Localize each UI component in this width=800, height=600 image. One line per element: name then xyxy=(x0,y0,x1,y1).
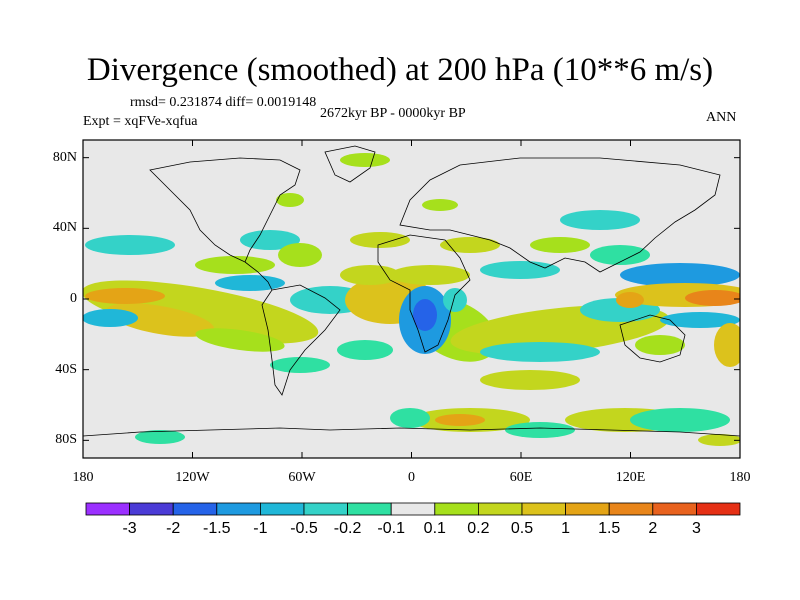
field-blob xyxy=(616,292,644,308)
field-blob xyxy=(422,199,458,211)
field-blob xyxy=(340,153,390,167)
lon-tick-label: 120E xyxy=(615,470,646,485)
stats-text: rmsd= 0.231874 diff= 0.0019148 xyxy=(130,95,317,110)
colorbar-swatch xyxy=(434,502,479,516)
colorbar-label: -0.5 xyxy=(290,520,318,537)
coast-north-america xyxy=(149,157,301,263)
experiment-text: Expt = xqFVe-xqfua xyxy=(83,114,198,129)
lon-tick-label: 0 xyxy=(408,470,415,485)
field-blob xyxy=(440,237,500,253)
colorbar-swatch xyxy=(347,502,392,516)
colorbar-label: -3 xyxy=(122,520,137,537)
colorbar-label: -0.1 xyxy=(377,520,405,537)
coast-central-america xyxy=(244,261,273,291)
field-blob xyxy=(660,312,740,328)
field-blob xyxy=(390,408,430,428)
colorbar-label: -0.2 xyxy=(333,520,362,537)
field-blob xyxy=(390,265,470,285)
colorbar-swatch xyxy=(521,502,566,516)
lon-tick-label: 60E xyxy=(509,470,533,485)
lat-tick-label: 0 xyxy=(70,291,77,306)
field-blob xyxy=(195,256,275,274)
period-text: 2672kyr BP - 0000kyr BP xyxy=(320,106,466,121)
colorbar-label: 3 xyxy=(691,520,701,537)
coast-greenland xyxy=(324,145,376,183)
field-blob xyxy=(635,335,685,355)
colorbar-swatch xyxy=(390,502,436,516)
colorbar-swatch xyxy=(303,502,348,516)
colorbar-label: 2 xyxy=(648,520,658,537)
field-blob xyxy=(337,340,393,360)
lon-tick-label: 180 xyxy=(72,470,94,485)
field-blob xyxy=(714,323,740,367)
field-blob xyxy=(698,434,740,446)
field-blob xyxy=(215,275,285,291)
field-blob xyxy=(590,245,650,265)
lat-tick-label: 80N xyxy=(52,149,77,165)
field-blob xyxy=(85,235,175,255)
coast-antarctica xyxy=(83,427,740,437)
field-blob xyxy=(278,243,322,267)
coast-australia xyxy=(619,314,686,363)
colorbar-swatch xyxy=(129,502,174,516)
colorbar-label: -1.5 xyxy=(203,520,231,537)
lat-tick-label: 40S xyxy=(55,361,77,377)
field-blob xyxy=(195,328,285,352)
field-blob xyxy=(435,414,485,426)
colorbar-swatch xyxy=(85,502,130,516)
field-blob xyxy=(530,237,590,253)
plot-title: Divergence (smoothed) at 200 hPa (10**6 … xyxy=(86,52,714,88)
lat-tick-label: 40N xyxy=(52,220,77,236)
field-blob xyxy=(560,210,640,230)
field-blob xyxy=(620,263,740,287)
coastlines xyxy=(83,145,740,437)
coast-eurasia xyxy=(399,157,721,273)
colorbar-label: -1 xyxy=(253,520,268,537)
field-blob xyxy=(240,230,300,250)
colorbar-swatch xyxy=(652,502,697,516)
field-blob xyxy=(135,430,185,444)
colorbar-swatch xyxy=(565,502,610,516)
colorbar-swatch xyxy=(259,502,305,516)
colorbar-label: 1 xyxy=(561,520,571,537)
map-panel xyxy=(82,139,741,459)
coast-africa xyxy=(377,234,471,353)
colorbar-swatch xyxy=(477,502,523,516)
colorbar-label: 0.2 xyxy=(467,520,490,537)
field-blob xyxy=(630,408,730,432)
colorbar-swatch xyxy=(172,502,218,516)
field-blob xyxy=(276,193,304,207)
map-ticks xyxy=(82,140,741,458)
colorbar-swatch xyxy=(608,502,654,516)
field-blob xyxy=(505,422,575,438)
colorbar-swatch xyxy=(216,502,261,516)
lon-tick-label: 180 xyxy=(729,470,751,485)
field-blob xyxy=(85,288,165,304)
field-blob xyxy=(443,288,467,312)
field-blob xyxy=(270,357,330,373)
field-blob xyxy=(83,309,138,327)
lon-tick-label: 60W xyxy=(288,470,316,485)
field-blob xyxy=(413,299,437,331)
field-blob xyxy=(685,290,740,306)
field-blob xyxy=(350,232,410,248)
colorbar-label: 1.5 xyxy=(598,520,621,537)
colorbar-label: 0.1 xyxy=(423,520,446,537)
field-blob xyxy=(480,261,560,279)
season-text: ANN xyxy=(706,110,737,125)
colorbar xyxy=(85,502,741,516)
lon-tick-label: 120W xyxy=(175,470,210,485)
colorbar-label: -2 xyxy=(166,520,181,537)
field-blob xyxy=(340,265,400,285)
lat-tick-label: 80S xyxy=(55,432,77,448)
field-blob xyxy=(480,370,580,390)
field-blob xyxy=(105,303,215,337)
field-blob xyxy=(480,342,600,362)
coast-south-america xyxy=(261,284,341,396)
colorbar-label: 0.5 xyxy=(510,520,534,537)
colorbar-swatch xyxy=(696,502,741,516)
